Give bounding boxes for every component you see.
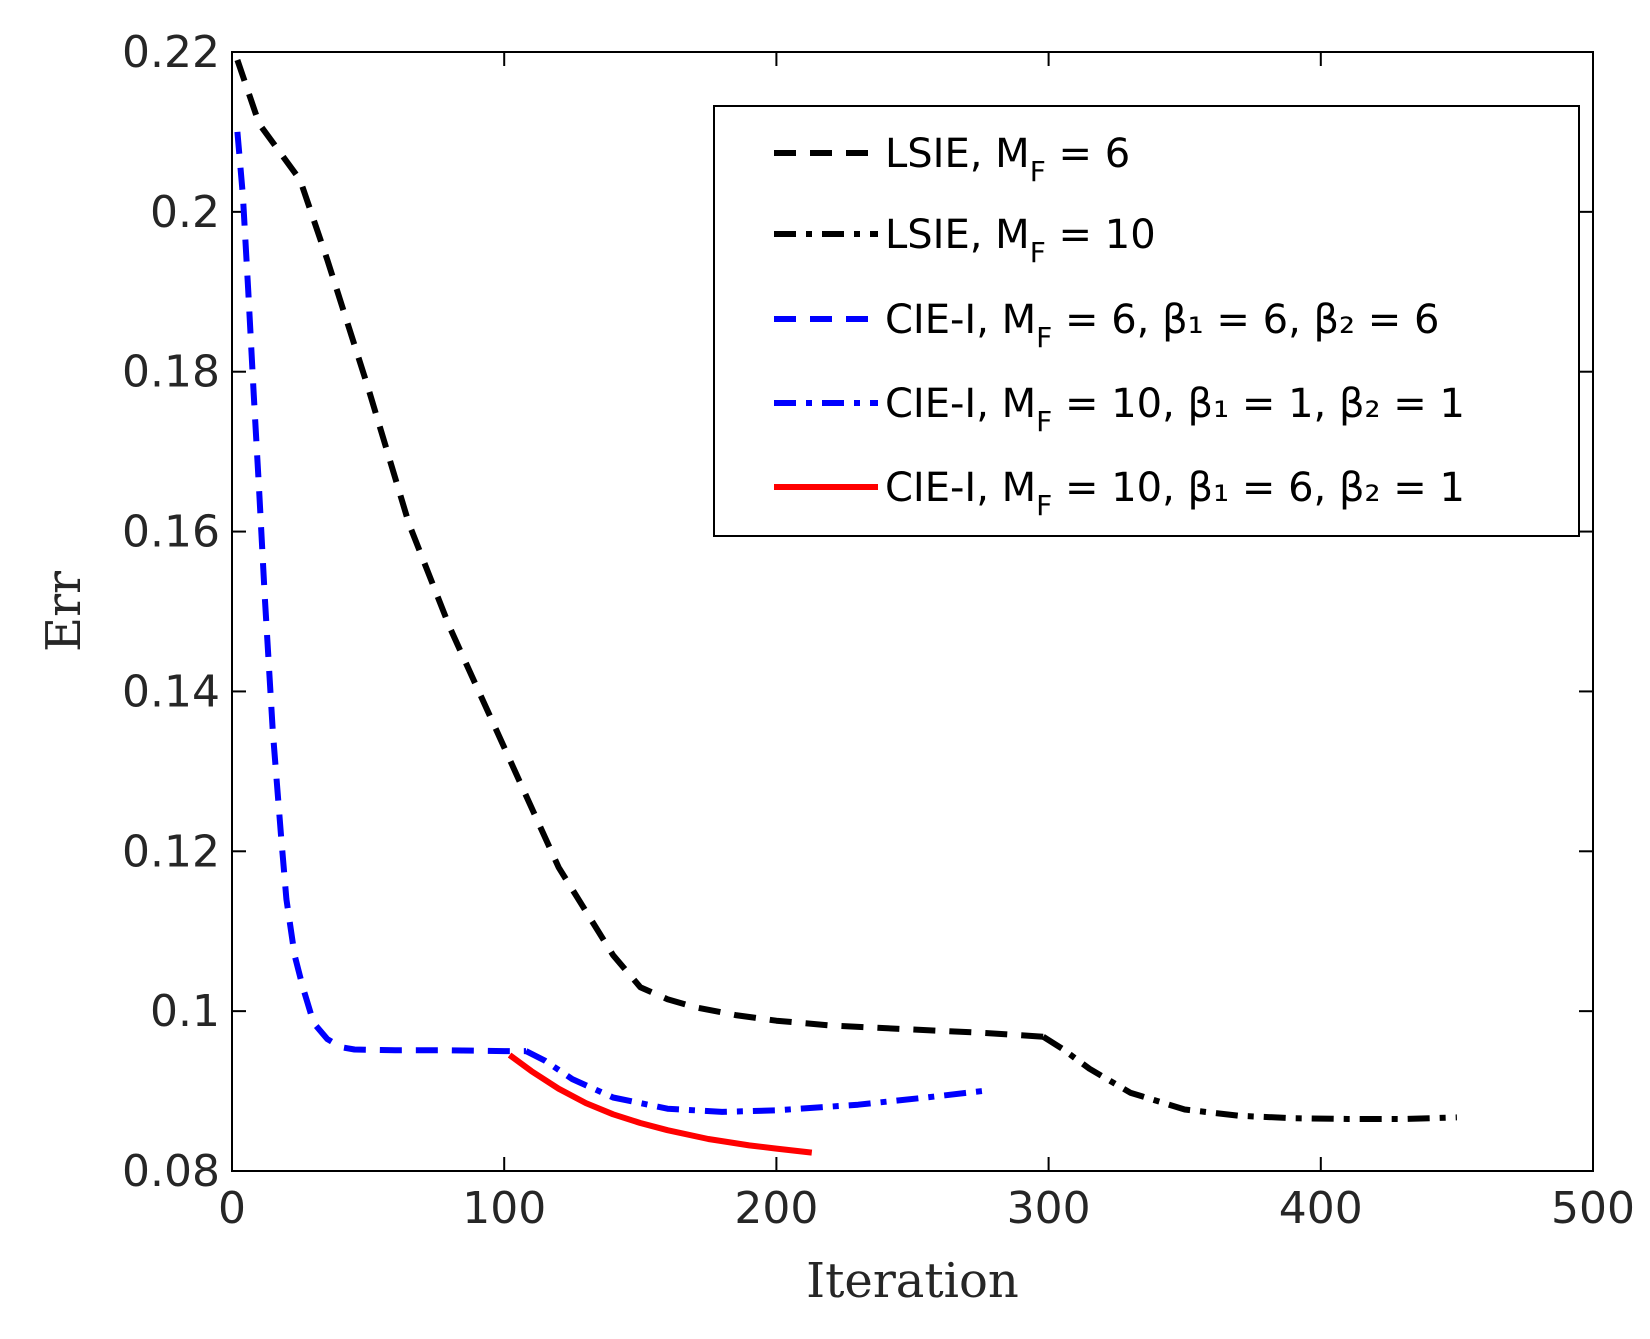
legend-label-rest: = 6, β₁ = 6, β₂ = 6 [1052, 297, 1439, 343]
legend-label-rest: = 10, β₁ = 1, β₂ = 1 [1052, 381, 1465, 427]
x-tick-label: 0 [218, 1183, 246, 1234]
series-line-cie-10-1-1 [524, 1048, 990, 1115]
legend-label-rest: = 10 [1046, 212, 1156, 258]
legend-label-subscript: F [1036, 489, 1052, 522]
y-tick-label: 0.18 [122, 347, 220, 398]
legend-label-cie-10-6-1: CIE-I, MF = 10, β₁ = 6, β₂ = 1 [885, 465, 1465, 522]
legend-label-lsie-10: LSIE, MF = 10 [885, 212, 1156, 269]
y-tick-label: 0.14 [122, 666, 220, 717]
legend-label-cie-10-1-1: CIE-I, MF = 10, β₁ = 1, β₂ = 1 [885, 381, 1465, 438]
y-axis-title: Err [36, 571, 92, 652]
legend-label-main: LSIE, M [885, 212, 1030, 258]
y-tick-label: 0.2 [150, 187, 220, 238]
legend-label-cie-6-6-6: CIE-I, MF = 6, β₁ = 6, β₂ = 6 [885, 297, 1439, 354]
legend-label-main: CIE-I, M [885, 381, 1036, 427]
series-line-cie-10-6-1 [507, 1052, 813, 1156]
x-tick-label: 200 [734, 1183, 818, 1234]
legend-label-subscript: F [1036, 321, 1052, 354]
legend-label-subscript: F [1030, 236, 1046, 269]
plot-area-frame [231, 51, 1594, 1172]
legend-label-subscript: F [1030, 155, 1046, 188]
legend-label-rest: = 6 [1046, 131, 1130, 177]
y-tick-label: 0.08 [122, 1146, 220, 1197]
y-tick-label: 0.16 [122, 507, 220, 558]
x-tick-label: 300 [1007, 1183, 1091, 1234]
legend-label-main: CIE-I, M [885, 465, 1036, 511]
legend-label-main: LSIE, M [885, 131, 1030, 177]
x-tick-label: 500 [1551, 1183, 1635, 1234]
y-tick-label: 0.1 [150, 986, 220, 1037]
x-tick-label: 400 [1279, 1183, 1363, 1234]
legend-label-lsie-6: LSIE, MF = 6 [885, 131, 1130, 188]
series-line-lsie-6 [234, 59, 1044, 1040]
y-tick-label: 0.12 [122, 826, 220, 877]
series-line-lsie-10 [1041, 1034, 1457, 1122]
x-tick-label: 100 [462, 1183, 546, 1234]
legend-label-subscript: F [1036, 405, 1052, 438]
x-axis-title: Iteration [806, 1253, 1019, 1309]
series-line-cie-6-6-6 [234, 131, 526, 1055]
legend-label-rest: = 10, β₁ = 6, β₂ = 1 [1052, 465, 1465, 511]
legend-label-main: CIE-I, M [885, 297, 1036, 343]
y-tick-label: 0.22 [122, 27, 220, 78]
